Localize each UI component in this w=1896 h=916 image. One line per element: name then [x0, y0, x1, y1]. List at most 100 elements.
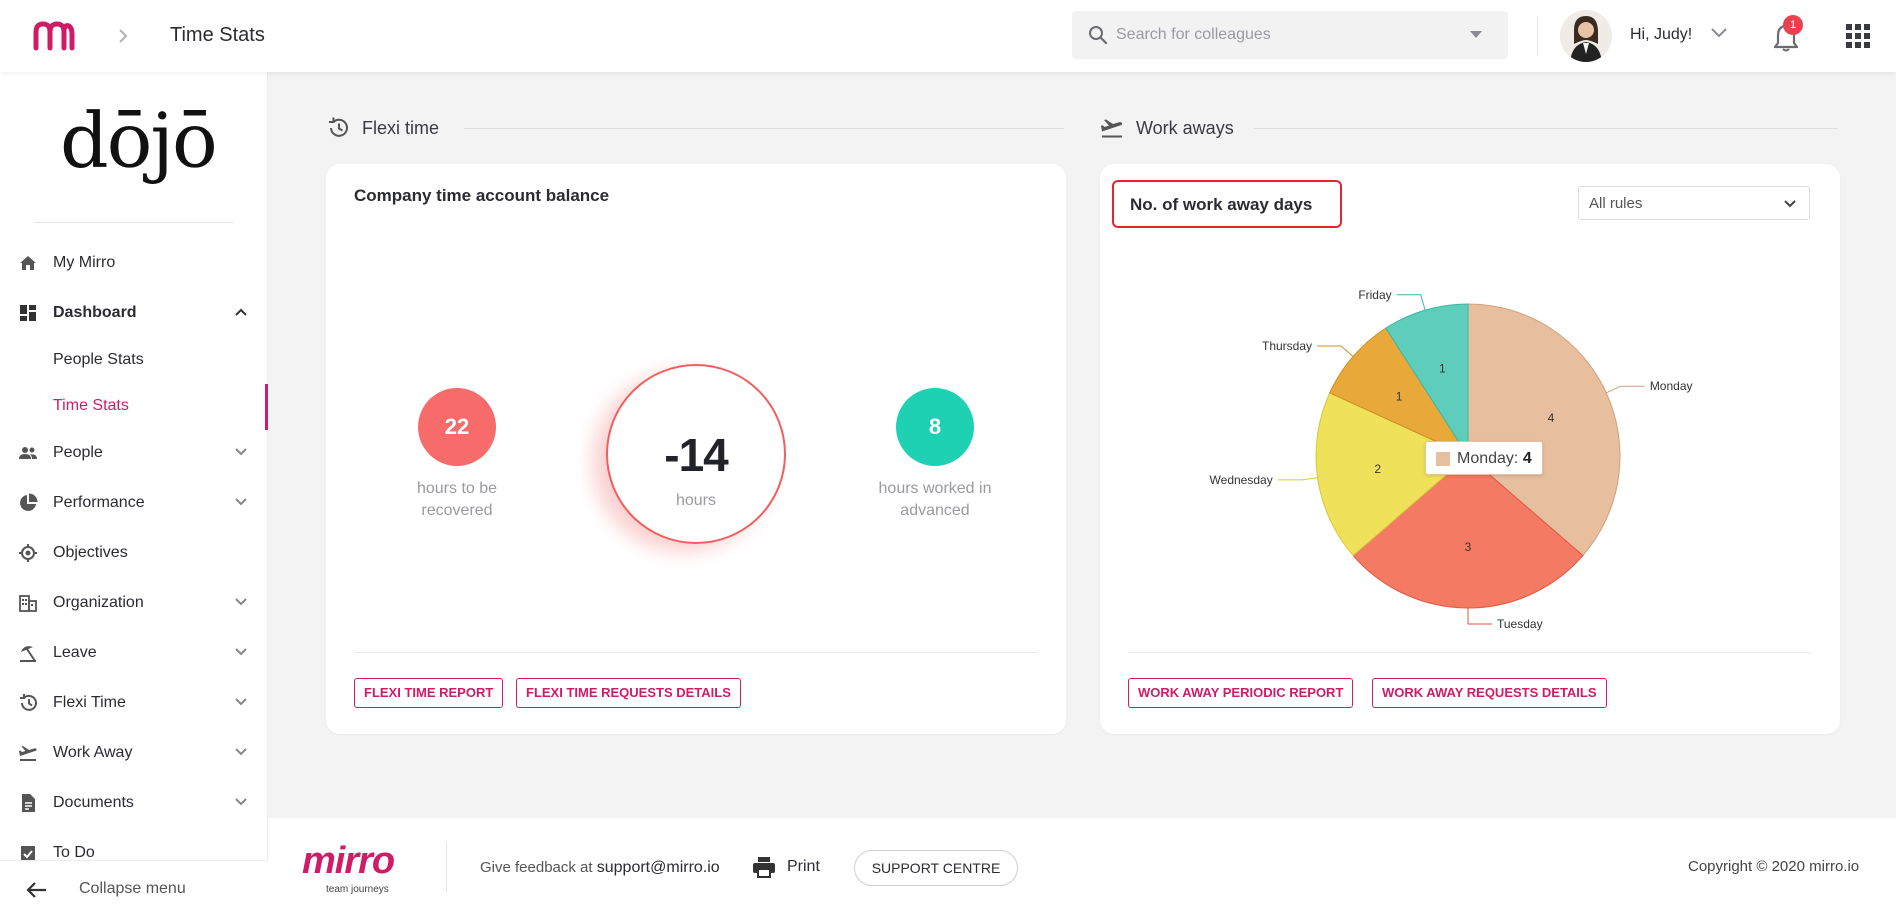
checklist-icon	[21, 846, 35, 860]
history-icon	[20, 694, 37, 711]
pie-category-label: Thursday	[1262, 339, 1312, 353]
rules-filter-select[interactable]: All rules	[1578, 186, 1810, 220]
hours-to-recover-value: 22	[418, 388, 496, 466]
people-icon	[19, 447, 37, 459]
sidebar-item-people[interactable]: People	[0, 433, 268, 473]
collapse-menu-button[interactable]: Collapse menu	[0, 860, 268, 916]
pie-slice-friday[interactable]	[1385, 303, 1469, 458]
sidebar-item-work-away[interactable]: Work Away	[0, 733, 268, 773]
sidebar-item-label: Organization	[53, 594, 144, 611]
active-indicator	[265, 384, 268, 430]
card-divider	[1128, 652, 1812, 653]
sidebar-item-performance[interactable]: Performance	[0, 483, 268, 523]
airplane-takeoff-icon	[1101, 119, 1123, 138]
dojo-brand-logo[interactable]: dōjō	[60, 96, 218, 185]
work-away-periodic-report-button[interactable]: WORK AWAY PERIODIC REPORT	[1128, 678, 1354, 708]
work-away-title-highlight: No. of work away days	[1112, 180, 1342, 228]
work-away-pie-chart[interactable]: 4 Monday 3 Tuesday 2 Wednesday 1 Thursday 1 Frida…	[1190, 260, 1730, 640]
pie-value-label: 1	[1439, 361, 1446, 375]
sidebar-item-documents[interactable]: Documents	[0, 783, 268, 823]
sidebar-item-leave[interactable]: Leave	[0, 633, 268, 673]
printer-icon[interactable]	[752, 856, 776, 878]
chevron-down-icon[interactable]	[234, 697, 248, 707]
pie-slice-wednesday[interactable]	[1315, 392, 1469, 557]
history-icon	[329, 117, 348, 137]
sidebar-divider	[34, 222, 234, 223]
chevron-down-icon[interactable]	[234, 597, 248, 607]
footer: mirro team journeys Give feedback at sup…	[268, 818, 1896, 916]
section-title: Work aways	[1136, 118, 1234, 138]
avatar-person-icon	[1560, 10, 1612, 62]
pie-value-label: 4	[1548, 411, 1555, 425]
mirro-logo-icon[interactable]	[32, 20, 76, 52]
time-balance-unit: hours	[675, 492, 717, 509]
sidebar-item-to-do[interactable]: To Do	[0, 833, 268, 860]
pie-category-label: Tuesday	[1497, 617, 1543, 631]
dashboard-icon	[20, 305, 36, 321]
flexi-time-report-button[interactable]: FLEXI TIME REPORT	[354, 678, 504, 708]
tooltip-text: Monday: 4	[1457, 450, 1532, 468]
breadcrumb-chevron-icon	[119, 29, 128, 43]
support-centre-button[interactable]: SUPPORT CENTRE	[854, 850, 1018, 886]
sidebar-subitem-time-stats[interactable]: Time Stats	[53, 397, 129, 414]
hours-in-advance-value: 8	[896, 388, 974, 466]
section-divider	[1254, 128, 1838, 129]
page-title: Time Stats	[170, 24, 265, 46]
feedback-text: Give feedback at support@mirro.io	[480, 859, 720, 877]
pie-label-connector	[1467, 608, 1492, 625]
chevron-up-icon[interactable]	[234, 307, 248, 317]
pie-value-label: 2	[1374, 462, 1381, 476]
mirro-brand-logo[interactable]: mirro	[302, 840, 395, 882]
colleague-search[interactable]	[1072, 11, 1508, 59]
document-icon	[22, 794, 35, 812]
airplane-takeoff-icon	[19, 746, 37, 761]
footer-divider	[446, 842, 447, 892]
arrow-left-icon	[26, 882, 46, 898]
user-greeting[interactable]: Hi, Judy!	[1630, 26, 1693, 43]
tooltip-label: Monday:	[1457, 450, 1519, 467]
sidebar-item-organization[interactable]: Organization	[0, 583, 268, 623]
pie-label-connector	[1317, 345, 1354, 357]
topbar-divider	[1537, 16, 1538, 56]
chevron-down-icon[interactable]	[234, 647, 248, 657]
sidebar-item-my-mirro[interactable]: My Mirro	[0, 243, 268, 283]
sidebar-item-label: My Mirro	[53, 254, 116, 271]
pie-slice-thursday[interactable]	[1329, 327, 1470, 458]
pie-category-label: Monday	[1650, 379, 1693, 393]
pie-category-label: Friday	[1358, 288, 1391, 302]
hours-to-recover-caption: hours to be recovered	[416, 480, 498, 519]
tooltip-value: 4	[1522, 450, 1532, 467]
chevron-down-icon[interactable]	[234, 447, 248, 457]
feedback-email-link[interactable]: support@mirro.io	[596, 859, 720, 876]
home-icon	[20, 256, 36, 270]
chevron-down-icon[interactable]	[234, 797, 248, 807]
user-avatar[interactable]	[1560, 10, 1612, 62]
feedback-prefix: Give feedback at	[480, 859, 593, 876]
search-dropdown-caret-icon[interactable]	[1470, 31, 1482, 38]
sidebar-subitem-people-stats[interactable]: People Stats	[53, 351, 144, 368]
search-input[interactable]	[1116, 21, 1456, 49]
top-bar: Time Stats Hi, Judy! 1	[0, 0, 1896, 72]
sidebar-item-label: Objectives	[53, 544, 128, 561]
sidebar-item-dashboard[interactable]: Dashboard	[0, 293, 268, 333]
copyright-text: Copyright © 2020 mirro.io	[1688, 858, 1860, 875]
pie-value-label: 3	[1465, 540, 1472, 554]
chevron-down-icon[interactable]	[234, 747, 248, 757]
pie-value-label: 1	[1396, 389, 1403, 403]
chevron-down-icon[interactable]	[1710, 26, 1728, 40]
sidebar-item-label: People	[53, 444, 103, 461]
flexi-time-section-header: Flexi time	[326, 116, 1066, 140]
mirro-tagline: team journeys	[326, 884, 389, 895]
chevron-down-icon[interactable]	[234, 497, 248, 507]
card-title: Company time account balance	[354, 186, 610, 205]
flexi-time-requests-details-button[interactable]: FLEXI TIME REQUESTS DETAILS	[516, 678, 741, 708]
sidebar-item-flexi-time[interactable]: Flexi Time	[0, 683, 268, 723]
beach-umbrella-icon	[20, 646, 36, 662]
apps-grid-icon[interactable]	[1846, 24, 1870, 48]
sidebar-item-objectives[interactable]: Objectives	[0, 533, 268, 573]
section-divider	[464, 128, 1064, 129]
notification-badge[interactable]: 1	[1783, 15, 1803, 35]
sidebar-item-label: To Do	[53, 844, 95, 860]
work-away-requests-details-button[interactable]: WORK AWAY REQUESTS DETAILS	[1372, 678, 1607, 708]
print-button[interactable]: Print	[787, 858, 820, 875]
